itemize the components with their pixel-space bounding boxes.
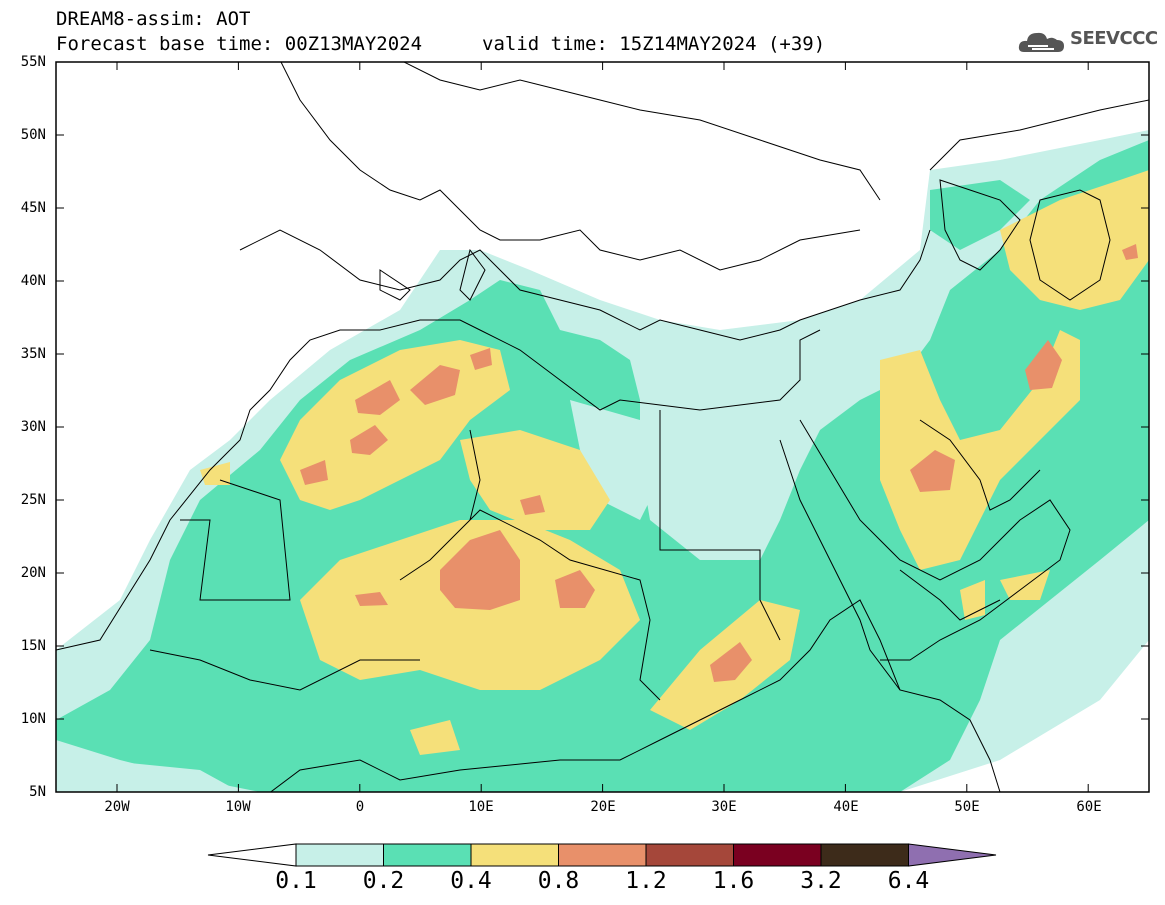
lat-label: 40N xyxy=(14,273,46,289)
lon-label: 20E xyxy=(583,799,623,815)
lon-label: 10W xyxy=(218,799,258,815)
colorbar xyxy=(208,844,996,866)
colorbar-box xyxy=(734,844,822,866)
lat-label: 50N xyxy=(14,127,46,143)
colorbar-box xyxy=(384,844,472,866)
colorbar-label: 3.2 xyxy=(791,868,851,894)
lon-label: 30E xyxy=(704,799,744,815)
aot-field xyxy=(56,130,1149,792)
colorbar-box xyxy=(296,844,384,866)
lat-label: 25N xyxy=(14,492,46,508)
colorbar-right-arrow xyxy=(909,844,997,866)
lat-label: 20N xyxy=(14,565,46,581)
colorbar-label: 6.4 xyxy=(879,868,939,894)
colorbar-box xyxy=(646,844,734,866)
colorbar-label: 1.6 xyxy=(704,868,764,894)
lon-label: 50E xyxy=(947,799,987,815)
colorbar-label: 1.2 xyxy=(616,868,676,894)
lat-label: 30N xyxy=(14,419,46,435)
lon-label: 20W xyxy=(97,799,137,815)
lat-label: 55N xyxy=(14,54,46,70)
colorbar-label: 0.4 xyxy=(441,868,501,894)
lon-label: 60E xyxy=(1069,799,1109,815)
colorbar-box xyxy=(821,844,909,866)
colorbar-label: 0.8 xyxy=(529,868,589,894)
lat-label: 35N xyxy=(14,346,46,362)
colorbar-label: 0.2 xyxy=(354,868,414,894)
lat-label: 45N xyxy=(14,200,46,216)
lon-label: 40E xyxy=(826,799,866,815)
lat-label: 10N xyxy=(14,711,46,727)
lat-label: 5N xyxy=(14,784,46,800)
colorbar-box xyxy=(471,844,559,866)
colorbar-left-arrow xyxy=(208,844,296,866)
lat-label: 15N xyxy=(14,638,46,654)
colorbar-box xyxy=(559,844,647,866)
colorbar-label: 0.1 xyxy=(266,868,326,894)
lon-label: 0 xyxy=(340,799,380,815)
lon-label: 10E xyxy=(461,799,501,815)
